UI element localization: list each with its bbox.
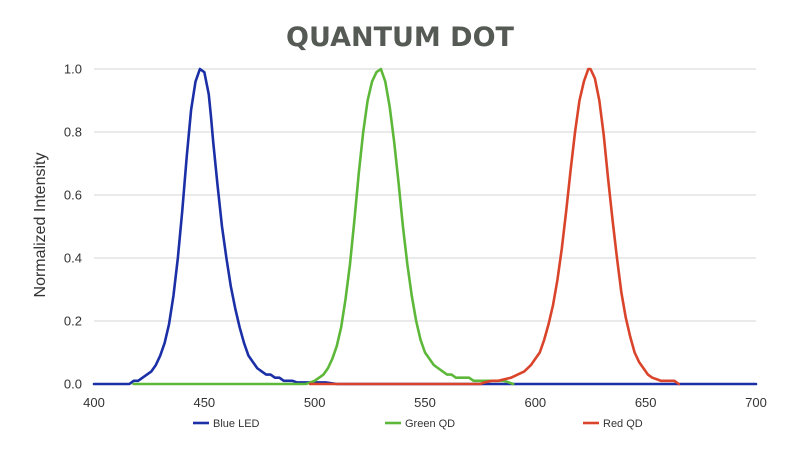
x-tick-labels: 400 450 500 550 600 650 700 — [83, 395, 767, 410]
y-tick-label: 1.0 — [64, 62, 82, 77]
series-line-blue-led — [92, 67, 758, 386]
legend: Blue LED Green QD Red QD — [193, 418, 643, 430]
legend-label-red-qd: Red QD — [603, 418, 643, 430]
series-lines — [92, 67, 758, 386]
y-axis-label: Normalized Intensity — [32, 153, 49, 298]
x-tick-label: 550 — [414, 395, 436, 410]
series-line-red-qd — [308, 67, 681, 386]
grid-lines — [94, 68, 756, 385]
x-tick-label: 600 — [524, 395, 546, 410]
x-tick-label: 450 — [193, 395, 215, 410]
y-tick-labels: 0.0 0.2 0.4 0.6 0.8 1.0 — [64, 62, 82, 392]
x-tick-label: 400 — [83, 395, 105, 410]
y-tick-label: 0.6 — [64, 188, 82, 203]
x-tick-label: 700 — [745, 395, 767, 410]
x-tick-label: 650 — [635, 395, 657, 410]
y-tick-label: 0.0 — [64, 377, 82, 392]
y-tick-label: 0.8 — [64, 125, 82, 140]
legend-label-blue-led: Blue LED — [213, 418, 260, 430]
series-line-green-qd — [132, 67, 515, 386]
x-tick-label: 500 — [304, 395, 326, 410]
y-tick-label: 0.2 — [64, 314, 82, 329]
chart-title: QUANTUM DOT — [286, 22, 515, 53]
legend-label-green-qd: Green QD — [405, 418, 455, 430]
y-tick-label: 0.4 — [64, 251, 82, 266]
